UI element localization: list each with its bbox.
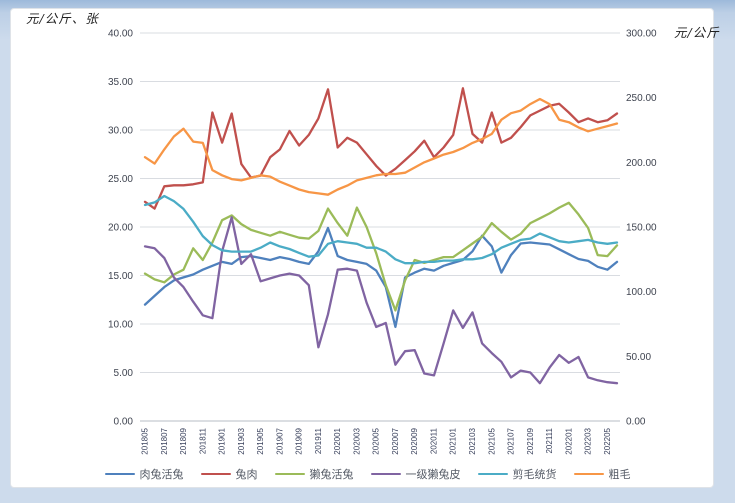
series-line-rabbit-meat [143, 87, 619, 210]
legend-line-swatch [104, 472, 135, 476]
x-axis-tick-label: 202005 [372, 427, 381, 454]
series-line-live-rex-rabbit [143, 201, 619, 312]
left-axis-tick-label: 5.00 [114, 368, 134, 379]
left-axis-tick-label: 35.00 [108, 77, 133, 88]
legend-item-live-meat-rabbit[interactable]: 肉兔活兔 [104, 466, 184, 482]
right-axis-tick-label: 150.00 [626, 223, 657, 234]
x-axis-tick-label: 201905 [256, 427, 265, 454]
legend-item-rabbit-meat[interactable]: 兔肉 [200, 466, 258, 482]
legend-line-swatch [477, 472, 508, 476]
x-axis-tick-label: 202205 [603, 427, 612, 454]
x-axis-tick-label: 201807 [160, 427, 169, 454]
right-axis-tick-label: 50.00 [626, 352, 651, 363]
left-axis-tick-label: 30.00 [108, 126, 133, 137]
right-axis-tick-label: 250.00 [626, 93, 657, 104]
series-line-coarse-wool [143, 97, 619, 196]
series-line-sheared-wool [143, 194, 619, 265]
left-axis-tick-label: 20.00 [108, 223, 133, 234]
x-axis-tick-label: 202011 [429, 427, 438, 454]
chart-panel [10, 8, 714, 488]
x-axis-tick-label: 201907 [275, 427, 284, 454]
legend-line-swatch [274, 472, 305, 476]
legend-label: 粗毛 [608, 469, 631, 481]
legend-label: 獭兔活兔 [309, 469, 354, 481]
x-axis-tick-label: 201901 [218, 427, 227, 454]
x-axis-tick-label: 202101 [449, 427, 458, 454]
x-axis-tick-label: 202203 [584, 427, 593, 454]
x-axis-tick-label: 201805 [141, 427, 150, 454]
left-axis-unit-label: 元/公斤、张 [26, 11, 99, 26]
x-axis-tick-label: 202111 [545, 427, 554, 453]
legend-item-live-rex-rabbit[interactable]: 獭兔活兔 [274, 466, 354, 482]
x-axis-tick-label: 202103 [468, 427, 477, 454]
x-axis-tick-label: 202009 [410, 427, 419, 454]
legend-label: 一级獭兔皮 [405, 469, 461, 481]
x-axis-tick-label: 202007 [391, 427, 400, 454]
left-axis-tick-label: 15.00 [108, 271, 133, 282]
legend-line-swatch [573, 472, 604, 476]
right-axis-tick-label: 200.00 [626, 158, 657, 169]
x-axis-tick-label: 202003 [352, 427, 361, 454]
legend-label: 兔肉 [235, 469, 258, 481]
x-axis-tick-label: 202109 [526, 427, 535, 454]
legend-item-grade1-rex-pelt[interactable]: 一级獭兔皮 [370, 466, 461, 482]
x-axis-tick-label: 201911 [314, 427, 323, 454]
right-axis-tick-label: 300.00 [626, 29, 657, 40]
x-axis-tick-label: 201909 [295, 427, 304, 454]
left-axis-tick-label: 25.00 [108, 174, 133, 185]
x-axis-tick-label: 202107 [507, 427, 516, 454]
right-axis-unit-label: 元/公斤 [674, 25, 720, 40]
legend-line-swatch [370, 472, 401, 476]
legend-label: 肉兔活兔 [139, 469, 184, 481]
series-line-grade1-rex-pelt [143, 216, 619, 385]
series-line-live-meat-rabbit [143, 226, 619, 329]
legend-item-coarse-wool[interactable]: 粗毛 [573, 466, 631, 482]
x-axis-tick-label: 202001 [333, 427, 342, 454]
right-axis-tick-label: 100.00 [626, 287, 657, 298]
left-axis-tick-label: 40.00 [108, 29, 133, 40]
legend-item-sheared-wool[interactable]: 剪毛统货 [477, 466, 557, 482]
x-axis-tick-label: 202105 [487, 427, 496, 454]
legend-label: 剪毛统货 [512, 469, 557, 481]
x-axis-tick-label: 201903 [237, 427, 246, 454]
right-axis-tick-label: 0.00 [626, 417, 646, 428]
chart-legend: 肉兔活兔 兔肉 獭兔活兔 一级獭兔皮 剪毛统货 粗毛 [0, 466, 735, 482]
x-axis-tick-label: 202201 [564, 427, 573, 454]
left-axis-tick-label: 10.00 [108, 320, 133, 331]
x-axis-tick-label: 201811 [198, 427, 207, 454]
left-axis-tick-label: 0.00 [114, 417, 134, 428]
legend-line-swatch [200, 472, 231, 476]
x-axis-tick-label: 201809 [179, 427, 188, 454]
